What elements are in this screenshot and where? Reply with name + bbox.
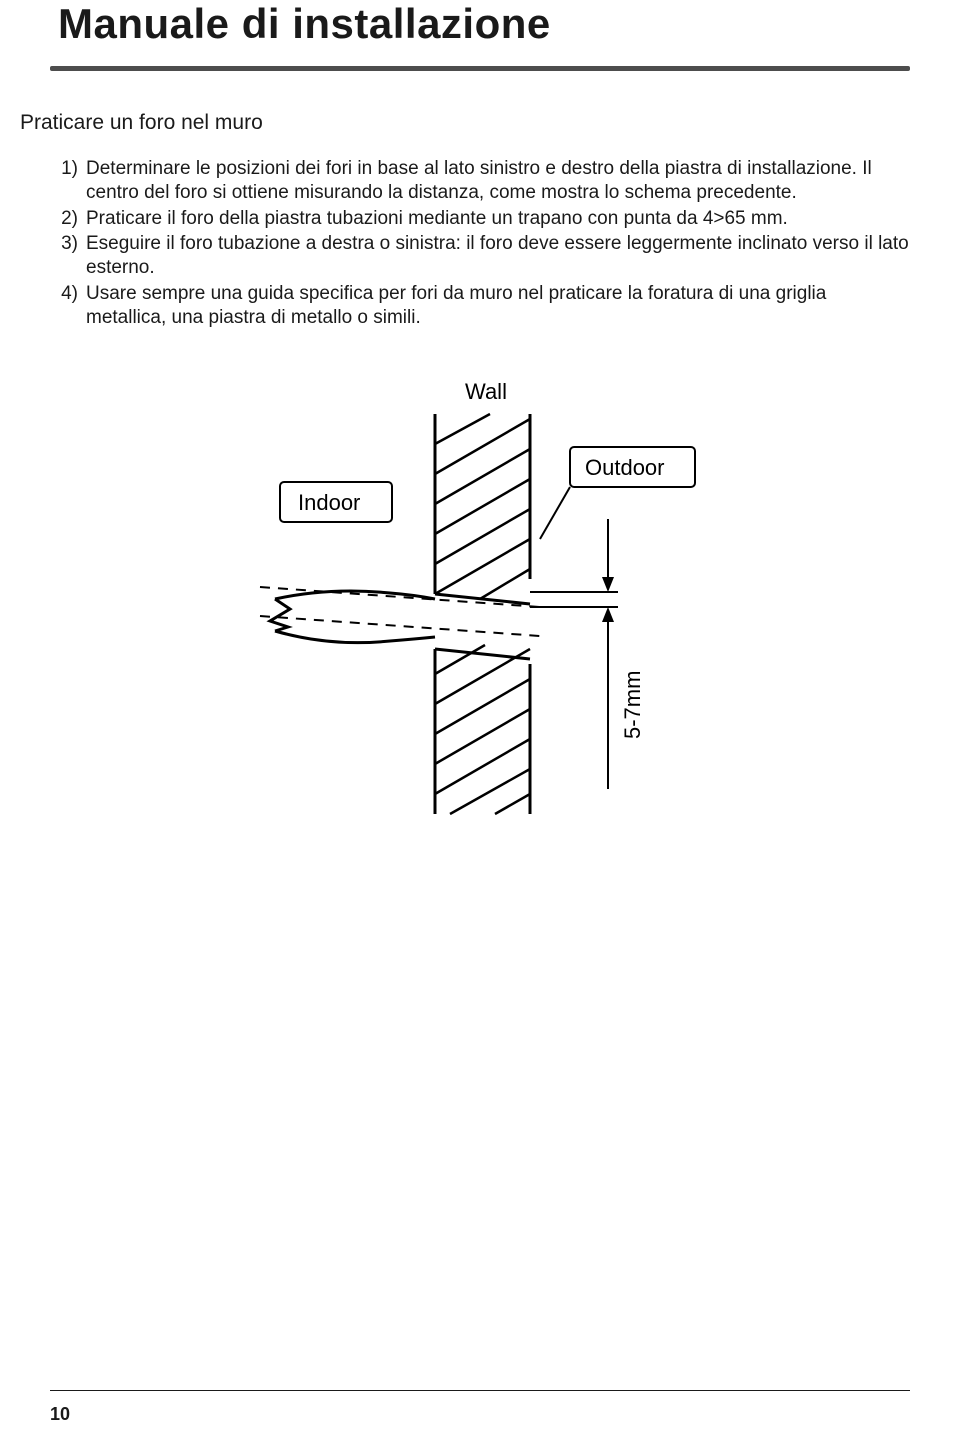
page-number: 10 [50, 1404, 70, 1425]
section-heading: Praticare un foro nel muro [20, 111, 910, 135]
dimension-arrow-top [602, 577, 614, 592]
dimension-arrow-bottom [602, 607, 614, 622]
wall-label: Wall [465, 379, 507, 404]
page-title: Manuale di installazione [58, 0, 910, 48]
step-item: Determinare le posizioni dei fori in bas… [80, 157, 910, 205]
diagram-svg: Wall [240, 369, 720, 829]
step-item: Praticare il foro della piastra tubazion… [80, 207, 910, 231]
indoor-label: Indoor [298, 490, 360, 515]
steps-list: Determinare le posizioni dei fori in bas… [50, 157, 910, 329]
step-item: Usare sempre una guida specifica per for… [80, 282, 910, 330]
footer-divider [50, 1390, 910, 1391]
title-divider [50, 66, 910, 71]
outdoor-label: Outdoor [585, 455, 665, 480]
wall-hole-diagram: Wall [50, 369, 910, 834]
dimension-label: 5-7mm [620, 671, 645, 739]
page: Manuale di installazione Praticare un fo… [0, 0, 960, 1449]
step-item: Eseguire il foro tubazione a destra o si… [80, 232, 910, 280]
